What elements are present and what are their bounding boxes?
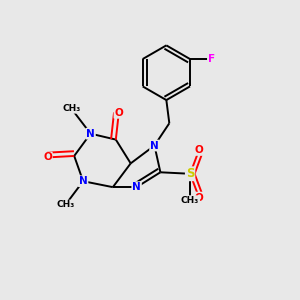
Text: N: N bbox=[150, 140, 159, 151]
Text: CH₃: CH₃ bbox=[56, 200, 74, 209]
Text: S: S bbox=[186, 167, 194, 180]
Text: N: N bbox=[132, 182, 141, 192]
Text: O: O bbox=[43, 152, 52, 162]
Text: CH₃: CH₃ bbox=[62, 104, 80, 113]
Text: N: N bbox=[86, 129, 95, 139]
Text: F: F bbox=[208, 54, 215, 64]
Text: O: O bbox=[114, 108, 123, 118]
Text: N: N bbox=[79, 176, 88, 186]
Text: O: O bbox=[195, 193, 203, 202]
Text: O: O bbox=[195, 145, 203, 155]
Text: CH₃: CH₃ bbox=[181, 196, 199, 205]
